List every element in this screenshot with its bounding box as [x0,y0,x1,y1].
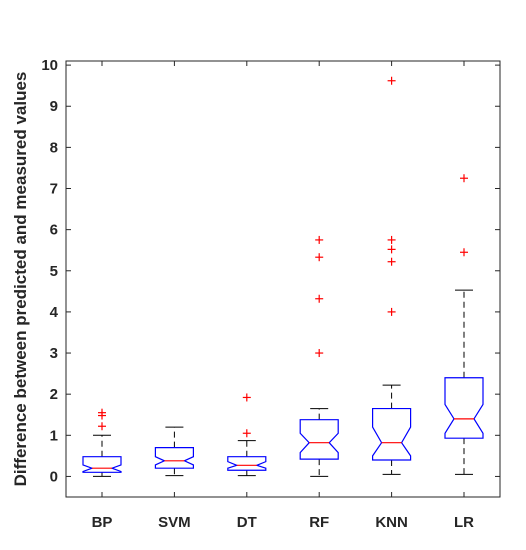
y-axis: 0 1 2 3 4 5 6 7 8 9 10 [41,57,500,485]
x-tick-label: LR [454,514,474,531]
y-tick-label: 7 [50,181,58,198]
x-tick-label: KNN [375,514,408,531]
box-body [154,447,194,469]
y-axis-label: Difference between predicted and measure… [11,72,30,487]
x-tick-label: SVM [158,514,191,531]
outlier-point [315,235,324,244]
outlier-point [387,307,396,316]
box-lr [444,174,484,475]
outlier-point [242,393,251,402]
outlier-point [98,408,106,417]
x-axis: BP SVM DT RF KNN LR [92,61,474,531]
box-dt [227,393,267,477]
y-tick-label: 6 [50,222,58,239]
outlier-point [460,248,468,257]
y-tick-label: 2 [50,386,58,403]
outlier-point [315,294,324,303]
y-tick-label: 0 [50,468,58,485]
outlier-point [315,349,324,358]
box-body [372,407,412,461]
outlier-point [387,257,396,266]
outlier-point [315,253,324,262]
box-svm [154,426,194,477]
y-tick-label: 9 [50,98,58,115]
y-tick-label: 4 [50,304,59,321]
box-bp [82,408,122,477]
x-tick-label: RF [309,514,329,531]
y-tick-label: 5 [50,263,58,280]
box-body [299,419,339,460]
outlier-point [387,245,396,254]
x-tick-label: DT [237,514,257,531]
x-tick-label: BP [92,514,113,531]
y-tick-label: 1 [50,427,58,444]
outlier-point [242,429,251,438]
box-rf [299,235,339,477]
boxes-layer [82,76,484,477]
y-tick-label: 3 [50,345,58,362]
outlier-point [460,174,468,183]
box-knn [372,76,412,475]
y-tick-label: 10 [41,57,58,74]
outlier-point [387,76,396,85]
box-body [444,377,484,439]
y-tick-label: 8 [50,139,58,156]
box-body [82,456,122,473]
box-body [227,456,267,471]
outlier-point [387,235,396,244]
plot-area [65,60,501,498]
outlier-point [98,422,106,431]
